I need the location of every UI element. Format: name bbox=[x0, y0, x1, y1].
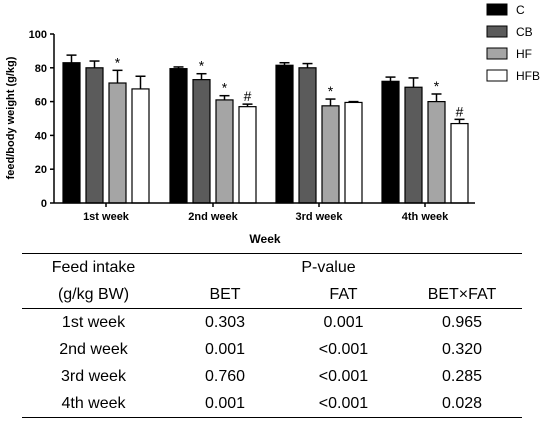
table-row: 3rd week 0.760 <0.001 0.285 bbox=[22, 363, 522, 390]
bar bbox=[344, 101, 363, 204]
fat-cell: <0.001 bbox=[318, 340, 369, 358]
y-tick-label: 60 bbox=[35, 97, 47, 109]
week-cell: 4th week bbox=[22, 390, 165, 418]
bar bbox=[108, 82, 127, 204]
table-row: 2nd week 0.001 <0.001 0.320 bbox=[22, 336, 522, 363]
fat-header: FAT bbox=[285, 281, 402, 309]
bet-cell: 0.303 bbox=[204, 313, 246, 331]
bar bbox=[169, 68, 188, 204]
x-tick-label: 4th week bbox=[402, 211, 449, 223]
y-tick-label: 20 bbox=[35, 164, 47, 176]
p-value-table: Feed intake P-value (g/kg BW) BET FAT BE… bbox=[22, 253, 522, 418]
table-row: 4th week 0.001 <0.001 0.028 bbox=[22, 390, 522, 418]
y-tick-label: 0 bbox=[41, 198, 47, 210]
bar bbox=[450, 122, 469, 204]
significance-marker: # bbox=[244, 88, 252, 104]
bet-fat-cell: 0.320 bbox=[441, 340, 483, 358]
bar bbox=[62, 62, 81, 204]
fat-cell: <0.001 bbox=[285, 390, 402, 418]
bar-chart: 0 20 40 60 80 100 * * * # * * # 1st week 2nd week 3rd… bbox=[5, 3, 540, 246]
legend: C CB HF HFB bbox=[486, 3, 540, 83]
table-row: 1st week 0.303 0.001 0.965 bbox=[22, 309, 522, 337]
legend-swatch bbox=[486, 47, 508, 60]
significance-marker: * bbox=[115, 54, 121, 70]
significance-marker: * bbox=[434, 78, 440, 94]
y-tick-label: 100 bbox=[29, 29, 47, 41]
significance-marker: * bbox=[222, 80, 228, 96]
legend-label: HF bbox=[516, 47, 532, 61]
bar bbox=[192, 79, 211, 204]
legend-label: C bbox=[516, 3, 525, 17]
bar bbox=[275, 64, 294, 204]
bar bbox=[404, 86, 423, 204]
bet-header: BET bbox=[165, 281, 285, 309]
feed-intake-header: Feed intake bbox=[22, 253, 165, 281]
week-cell: 2nd week bbox=[59, 340, 128, 358]
bet-fat-cell: 0.028 bbox=[402, 390, 522, 418]
bar bbox=[85, 67, 104, 204]
bar bbox=[321, 105, 340, 204]
significance-marker: * bbox=[199, 58, 205, 74]
x-tick-label: 1st week bbox=[83, 211, 130, 223]
p-value-header: P-value bbox=[165, 253, 522, 281]
bet-cell: 0.001 bbox=[204, 340, 246, 358]
bar bbox=[298, 67, 317, 204]
unit-header: (g/kg BW) bbox=[22, 281, 165, 309]
week-cell: 3rd week bbox=[61, 367, 126, 385]
bar bbox=[131, 88, 150, 204]
y-axis-ticks: 0 20 40 60 80 100 bbox=[29, 29, 54, 210]
bet-fat-header: BET×FAT bbox=[402, 281, 522, 309]
legend-label: CB bbox=[516, 25, 533, 39]
bet-fat-cell: 0.285 bbox=[441, 367, 483, 385]
legend-label: HFB bbox=[516, 69, 540, 83]
bar bbox=[215, 99, 234, 204]
fat-cell: <0.001 bbox=[318, 367, 369, 385]
legend-swatch bbox=[486, 3, 508, 16]
bar bbox=[427, 100, 446, 204]
y-tick-label: 40 bbox=[35, 130, 47, 142]
bet-fat-cell: 0.965 bbox=[441, 313, 483, 331]
x-tick-label: 3rd week bbox=[295, 211, 343, 223]
bet-cell: 0.760 bbox=[204, 367, 246, 385]
bar bbox=[381, 80, 400, 204]
legend-swatch bbox=[486, 69, 508, 82]
bars: * * * # * * # bbox=[62, 54, 469, 204]
bet-cell: 0.001 bbox=[165, 390, 285, 418]
table-subheader-row: (g/kg BW) BET FAT BET×FAT bbox=[22, 281, 522, 309]
fat-cell: 0.001 bbox=[323, 313, 364, 331]
y-axis-label: feed/body weight (g/kg) bbox=[5, 56, 17, 179]
significance-marker: # bbox=[456, 103, 464, 119]
significance-marker: * bbox=[328, 83, 334, 99]
x-tick-label: 2nd week bbox=[188, 211, 238, 223]
legend-swatch bbox=[486, 25, 508, 38]
bar bbox=[238, 106, 257, 204]
x-axis-ticks: 1st week 2nd week 3rd week 4th week bbox=[83, 203, 449, 223]
week-cell: 1st week bbox=[61, 313, 126, 331]
table-header-row: Feed intake P-value bbox=[22, 253, 522, 281]
x-axis-label: Week bbox=[249, 232, 280, 246]
y-tick-label: 80 bbox=[35, 63, 47, 75]
